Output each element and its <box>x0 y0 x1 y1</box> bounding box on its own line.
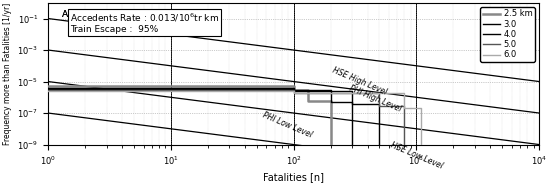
Text: HSE High Level: HSE High Level <box>331 66 388 97</box>
Legend: 2.5 km, 3.0, 4.0, 5.0, 6.0: 2.5 km, 3.0, 4.0, 5.0, 6.0 <box>480 7 535 62</box>
Text: HSE Low Level: HSE Low Level <box>389 141 444 171</box>
Y-axis label: Frequency more than Fatalities [1/yr]: Frequency more than Fatalities [1/yr] <box>3 3 12 145</box>
Text: Accedents Rate : 0.013/10: Accedents Rate : 0.013/10 <box>62 10 182 19</box>
Text: Accedents Rate : 0.013/10$^6$tr km
Train Escape :  95%: Accedents Rate : 0.013/10$^6$tr km Train… <box>70 11 219 34</box>
Text: PHI Low Level: PHI Low Level <box>262 110 314 139</box>
Text: PHI High Level: PHI High Level <box>349 84 403 114</box>
X-axis label: Fatalities [n]: Fatalities [n] <box>263 172 324 182</box>
Text: Accedents Rate : 0.013/10: Accedents Rate : 0.013/10 <box>62 10 182 19</box>
